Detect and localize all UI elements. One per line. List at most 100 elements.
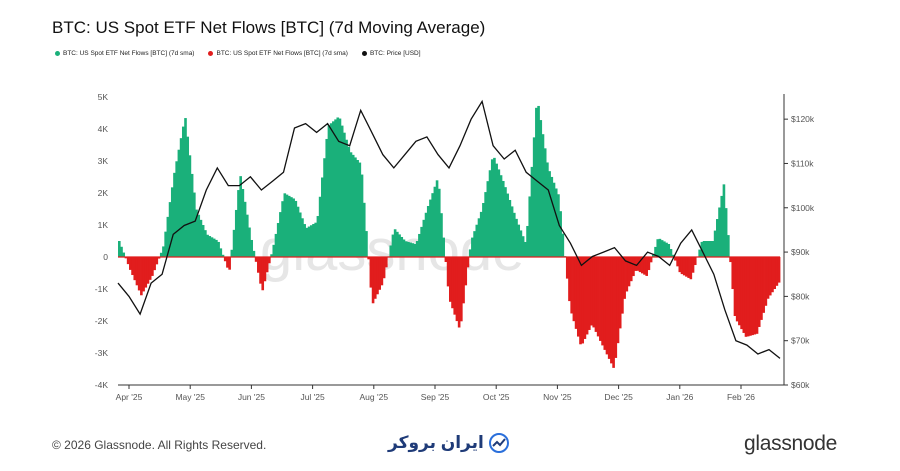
outflow-bar bbox=[223, 257, 227, 262]
inflow-bar bbox=[720, 195, 724, 257]
inflow-bar bbox=[702, 241, 706, 257]
inflow-bar bbox=[336, 117, 340, 257]
outflow-bar bbox=[583, 257, 587, 339]
inflow-bar bbox=[517, 224, 521, 257]
inflow-bar bbox=[362, 202, 366, 257]
inflow-bar bbox=[188, 155, 192, 257]
inflow-bar bbox=[704, 241, 708, 257]
outflow-bar bbox=[257, 257, 260, 273]
outflow-bar bbox=[601, 257, 604, 346]
inflow-bar bbox=[272, 244, 276, 257]
outflow-bar bbox=[689, 257, 693, 280]
inflow-bar bbox=[294, 200, 298, 257]
inflow-bar bbox=[166, 216, 170, 257]
inflow-bar bbox=[512, 212, 516, 257]
inflow-bar bbox=[724, 208, 728, 257]
outflow-bar bbox=[645, 257, 648, 276]
inflow-bar bbox=[327, 125, 331, 257]
outflow-bar bbox=[457, 257, 461, 328]
outflow-bar bbox=[455, 257, 459, 322]
x-tick-label: May '25 bbox=[175, 392, 205, 402]
glassnode-logo: glassnode bbox=[744, 432, 838, 455]
legend-item-outflows[interactable]: BTC: US Spot ETF Net Flows [BTC] (7d sma… bbox=[208, 50, 348, 57]
outflow-bar bbox=[678, 257, 682, 273]
x-tick-label: Dec '25 bbox=[604, 392, 633, 402]
outflow-bar bbox=[687, 257, 690, 278]
outflow-bar bbox=[634, 257, 637, 271]
inflow-bar bbox=[170, 187, 174, 257]
inflow-bar bbox=[177, 149, 181, 257]
x-tick-label: Aug '25 bbox=[360, 392, 389, 402]
inflow-bar bbox=[501, 180, 505, 257]
outflow-bar bbox=[590, 257, 593, 326]
y-right-tick-label: $60k bbox=[791, 380, 810, 390]
legend-item-inflows[interactable]: BTC: US Spot ETF Net Flows [BTC] (7d sma… bbox=[55, 50, 194, 57]
inflow-bar bbox=[532, 137, 536, 257]
outflow-bar bbox=[579, 257, 582, 345]
inflow-bar bbox=[179, 138, 183, 257]
inflow-bar bbox=[201, 225, 205, 257]
outflow-bar bbox=[596, 257, 600, 337]
inflow-bar bbox=[219, 248, 223, 257]
outflow-bar bbox=[369, 257, 373, 288]
inflow-bar bbox=[543, 148, 547, 257]
inflow-bar bbox=[332, 121, 335, 257]
inflow-bar bbox=[526, 225, 529, 257]
inflow-bar bbox=[323, 158, 326, 257]
legend-dot-price-icon bbox=[361, 51, 367, 56]
y-right-tick-label: $100k bbox=[791, 203, 815, 213]
inflow-bar bbox=[504, 187, 507, 257]
inflow-bar bbox=[303, 224, 306, 257]
outflow-bar bbox=[376, 257, 379, 295]
x-tick-label: Jun '25 bbox=[238, 392, 265, 402]
y-left-tick-label: -1K bbox=[95, 284, 109, 294]
legend-item-price[interactable]: BTC: Price [USD] bbox=[361, 50, 421, 57]
copyright-text: © 2026 Glassnode. All Rights Reserved. bbox=[52, 438, 267, 452]
legend-dot-inflows-icon bbox=[55, 51, 60, 56]
inflow-bar bbox=[663, 241, 666, 257]
outflow-bar bbox=[773, 257, 776, 290]
inflow-bar bbox=[499, 175, 503, 257]
outflow-bar bbox=[632, 257, 635, 277]
x-tick-label: Oct '25 bbox=[483, 392, 510, 402]
outflow-bar bbox=[382, 257, 386, 279]
inflow-bar bbox=[548, 171, 551, 257]
outflow-bar bbox=[674, 257, 677, 261]
inflow-bar bbox=[318, 196, 322, 257]
inflow-bar bbox=[415, 241, 419, 257]
legend: BTC: US Spot ETF Net Flows [BTC] (7d sma… bbox=[55, 50, 421, 57]
outflow-bar bbox=[676, 257, 679, 267]
legend-dot-outflows-icon bbox=[208, 51, 214, 56]
y-right-tick-label: $110k bbox=[791, 158, 814, 168]
inflow-bar bbox=[400, 236, 404, 257]
outflow-bar bbox=[768, 257, 772, 296]
inflow-bar bbox=[215, 239, 218, 257]
outflow-bar bbox=[599, 257, 602, 341]
outflow-bar bbox=[451, 257, 454, 309]
outflow-bar bbox=[744, 257, 748, 337]
y-right-tick-label: $120k bbox=[791, 114, 815, 124]
inflow-bar bbox=[276, 223, 280, 257]
outflow-bar bbox=[766, 257, 770, 299]
inflow-bar bbox=[356, 160, 359, 257]
inflow-bar bbox=[274, 233, 278, 257]
outflow-bar bbox=[585, 257, 589, 335]
outflow-bar bbox=[738, 257, 741, 326]
inflow-bar bbox=[298, 212, 302, 257]
inflow-bar bbox=[716, 219, 719, 257]
outflow-bar bbox=[685, 257, 688, 277]
y-left-tick-label: 0 bbox=[103, 252, 108, 262]
inflow-bar bbox=[393, 229, 397, 257]
y-right-tick-label: $70k bbox=[791, 336, 810, 346]
x-tick-label: Apr '25 bbox=[116, 392, 143, 402]
inflow-bar bbox=[287, 195, 291, 257]
inflow-bar bbox=[490, 159, 494, 257]
inflow-bar bbox=[243, 201, 247, 257]
inflow-bar bbox=[305, 227, 309, 257]
inflow-bar bbox=[283, 193, 287, 257]
outflow-bar bbox=[627, 257, 631, 287]
outflow-bar bbox=[760, 257, 763, 320]
outflow-bar bbox=[625, 257, 629, 292]
inflow-bar bbox=[671, 254, 675, 257]
